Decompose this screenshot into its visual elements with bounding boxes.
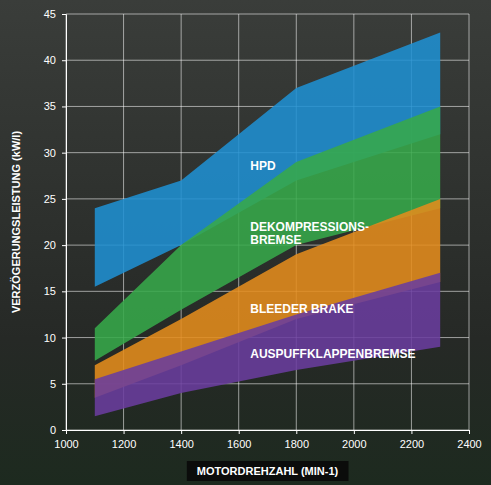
tick: 15 [44, 285, 66, 297]
tick-label: 1200 [112, 438, 136, 450]
tick: 1000 [54, 430, 78, 450]
y-axis: 0 5 10 15 20 25 30 35 40 45 [44, 8, 67, 436]
axis-line [62, 15, 67, 431]
tick: 10 [44, 332, 66, 344]
tick-mark [296, 430, 297, 434]
x-axis-title-box [187, 461, 349, 481]
tick-mark [62, 60, 66, 61]
grid-line-y [66, 14, 469, 15]
bands [95, 32, 440, 416]
tick-mark [62, 430, 66, 431]
tick: 35 [44, 100, 66, 112]
axis-line [67, 431, 470, 435]
tick-label: 2400 [457, 438, 481, 450]
band-label-line: DEKOMPRESSIONS- [250, 220, 369, 234]
y-axis-title: VERZÖGERUNGSLEISTUNG (kW/l) [10, 131, 22, 313]
plot: 1000 1200 1400 1600 1800 2000 2200 2400 0 5 10 15 20… [44, 8, 482, 450]
tick-label: 2000 [342, 438, 366, 450]
tick-label: 10 [44, 332, 56, 344]
tick: 30 [44, 147, 66, 159]
tick: 1800 [285, 430, 309, 450]
tick-label: 40 [44, 54, 56, 66]
tick-label: 25 [44, 193, 56, 205]
tick-mark [181, 430, 182, 434]
tick: 25 [44, 193, 66, 205]
band-label-line: BLEEDER BRAKE [250, 302, 353, 316]
tick-mark [411, 430, 412, 434]
tick-mark [239, 430, 240, 434]
band-label: HPD [250, 159, 276, 173]
tick-label: 45 [44, 8, 56, 20]
tick: 0 [50, 424, 66, 436]
tick-label: 1600 [227, 438, 251, 450]
tick-label: 35 [44, 100, 56, 112]
band-label-line: BREMSE [250, 233, 301, 247]
x-axis-title: MOTORDREHZAHL (MIN-1) [197, 465, 339, 477]
tick: 2400 [457, 430, 481, 450]
tick-label: 5 [50, 378, 56, 390]
tick-label: 15 [44, 285, 56, 297]
grid-line-x [469, 14, 470, 430]
tick-mark [62, 291, 66, 292]
band-label: BLEEDER BRAKE [250, 302, 353, 316]
tick: 2000 [342, 430, 366, 450]
tick-label: 2200 [400, 438, 424, 450]
band-label: AUSPUFFKLAPPENBREMSE [250, 347, 415, 361]
tick-label: 1800 [285, 438, 309, 450]
tick: 5 [50, 378, 66, 390]
tick-mark [62, 199, 66, 200]
tick: 1400 [169, 430, 193, 450]
grid [66, 14, 469, 430]
band-labels: HPD DEKOMPRESSIONS-BREMSE BLEEDER BRAKE AUS… [250, 159, 415, 362]
tick-mark [354, 430, 355, 434]
tick: 1600 [227, 430, 251, 450]
chart: 1000 1200 1400 1600 1800 2000 2200 2400 0 5 10 15 20… [0, 0, 491, 485]
tick: 2200 [400, 430, 424, 450]
tick-mark [62, 106, 66, 107]
tick-label: 30 [44, 147, 56, 159]
band-label-line: AUSPUFFKLAPPENBREMSE [250, 347, 415, 361]
tick-mark [62, 384, 66, 385]
x-axis: 1000 1200 1400 1600 1800 2000 2200 2400 [54, 430, 481, 450]
tick-label: 1400 [169, 438, 193, 450]
tick-mark [62, 14, 66, 15]
tick: 45 [44, 8, 66, 20]
tick-mark [124, 430, 125, 434]
band [95, 273, 440, 416]
tick: 20 [44, 239, 66, 251]
tick: 40 [44, 54, 66, 66]
tick-mark [62, 338, 66, 339]
tick-mark [469, 430, 470, 434]
band-label-line: HPD [250, 159, 276, 173]
tick: 1200 [112, 430, 136, 450]
tick-label: 20 [44, 239, 56, 251]
tick-label: 1000 [54, 438, 78, 450]
tick-label: 0 [50, 424, 56, 436]
band-label: DEKOMPRESSIONS-BREMSE [250, 220, 369, 247]
background [0, 0, 491, 485]
tick-mark [62, 245, 66, 246]
tick-mark [62, 153, 66, 154]
